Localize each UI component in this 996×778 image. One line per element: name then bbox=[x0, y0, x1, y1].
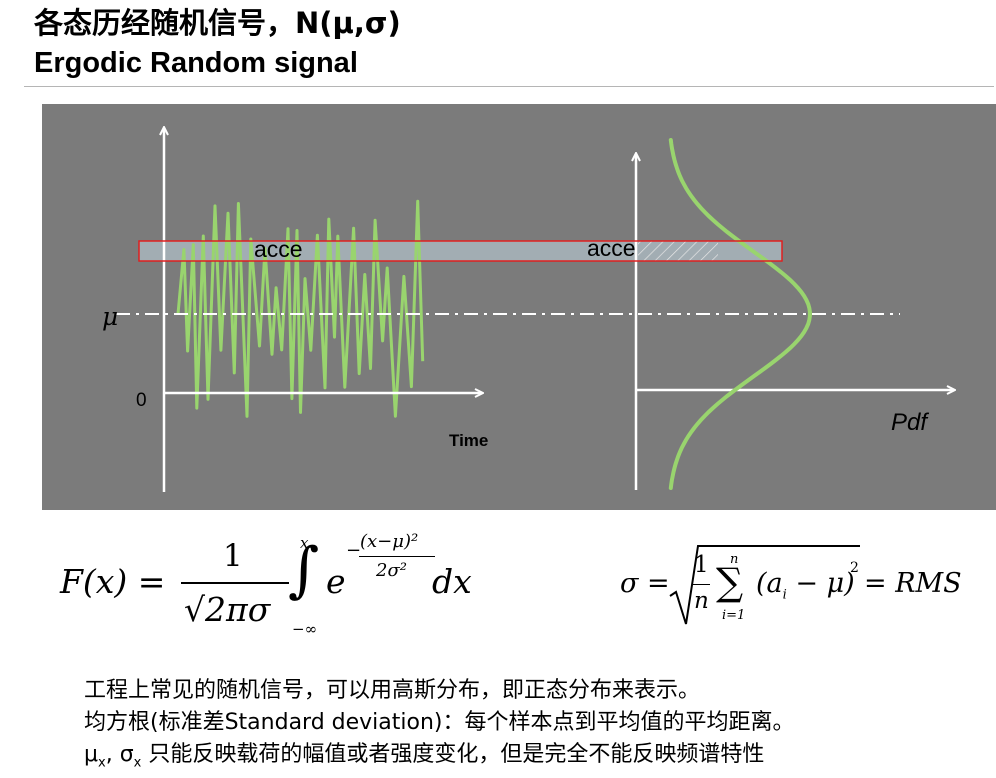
note-line-2: 均方根(标准差Standard deviation)：每个样本点到平均值的平均距… bbox=[84, 710, 795, 735]
cdf-denominator: √2πσ bbox=[184, 590, 271, 629]
figure-panel: acce acce bbox=[42, 104, 996, 510]
radical-sign bbox=[669, 545, 860, 625]
rms-term-a: (a bbox=[756, 568, 783, 599]
rms-rhs: = RMS bbox=[864, 568, 962, 599]
cdf-lower-limit: −∞ bbox=[292, 620, 318, 638]
note-line-3: μx, σx 只能反映载荷的幅值或者强度变化，但是完全不能反映频谱特性 bbox=[84, 740, 764, 778]
sum-upper: n bbox=[730, 552, 739, 567]
cdf-fraction-bar bbox=[181, 582, 289, 584]
cdf-upper-limit: x bbox=[300, 534, 309, 552]
slide-title-cn: 各态历经随机信号，N(μ,σ) bbox=[34, 6, 401, 40]
note-line-1: 工程上常见的随机信号，可以用高斯分布，即正态分布来表示。 bbox=[84, 678, 701, 703]
right-axis-label: acce bbox=[587, 235, 636, 261]
slide-title-en: Ergodic Random signal bbox=[34, 47, 358, 79]
cdf-numerator: 1 bbox=[223, 538, 243, 574]
cdf-dx: dx bbox=[432, 562, 472, 601]
cdf-lhs: F(x) = bbox=[60, 562, 166, 601]
rms-frac-bar bbox=[692, 584, 710, 585]
sum-sign: ∑ bbox=[716, 560, 744, 604]
mean-label: μ bbox=[102, 302, 119, 331]
rms-frac-den: n bbox=[694, 588, 709, 614]
band-outline bbox=[138, 240, 783, 262]
rms-term: (ai − μ) bbox=[756, 568, 855, 602]
sigma-subscript: x bbox=[133, 755, 142, 771]
random-signal-trace bbox=[176, 199, 425, 418]
cdf-base: e bbox=[326, 562, 346, 601]
cdf-exp-bar bbox=[359, 556, 435, 557]
figure-graphics bbox=[116, 104, 996, 492]
symbol-separator: , bbox=[105, 742, 120, 767]
left-axis-label: acce bbox=[254, 236, 303, 262]
pdf-curve bbox=[668, 138, 812, 490]
cdf-exp-sign: − bbox=[346, 540, 362, 561]
rms-power: 2 bbox=[850, 560, 859, 576]
band-hatch bbox=[638, 241, 718, 261]
rms-term-sub: i bbox=[782, 587, 787, 603]
mu-symbol: μ bbox=[84, 742, 98, 767]
rms-term-rest: − μ) bbox=[786, 568, 855, 599]
band-fill bbox=[139, 241, 782, 261]
title-divider bbox=[24, 86, 994, 87]
zero-label: 0 bbox=[136, 390, 147, 411]
note-line-3-text: 只能反映载荷的幅值或者强度变化，但是完全不能反映频谱特性 bbox=[141, 742, 765, 767]
rms-lhs: σ = bbox=[620, 568, 670, 599]
sigma-symbol: σ bbox=[119, 742, 134, 767]
cdf-exp-denominator: 2σ² bbox=[376, 560, 407, 581]
cdf-exp-numerator: (x−μ)² bbox=[360, 531, 419, 552]
integral-sign: ∫ bbox=[288, 535, 320, 605]
rms-frac-num: 1 bbox=[694, 552, 709, 578]
time-axis-label: Time bbox=[449, 431, 489, 450]
mu-subscript: x bbox=[98, 755, 106, 771]
sum-lower: i=1 bbox=[722, 608, 746, 623]
pdf-axis-label: Pdf bbox=[891, 409, 928, 436]
